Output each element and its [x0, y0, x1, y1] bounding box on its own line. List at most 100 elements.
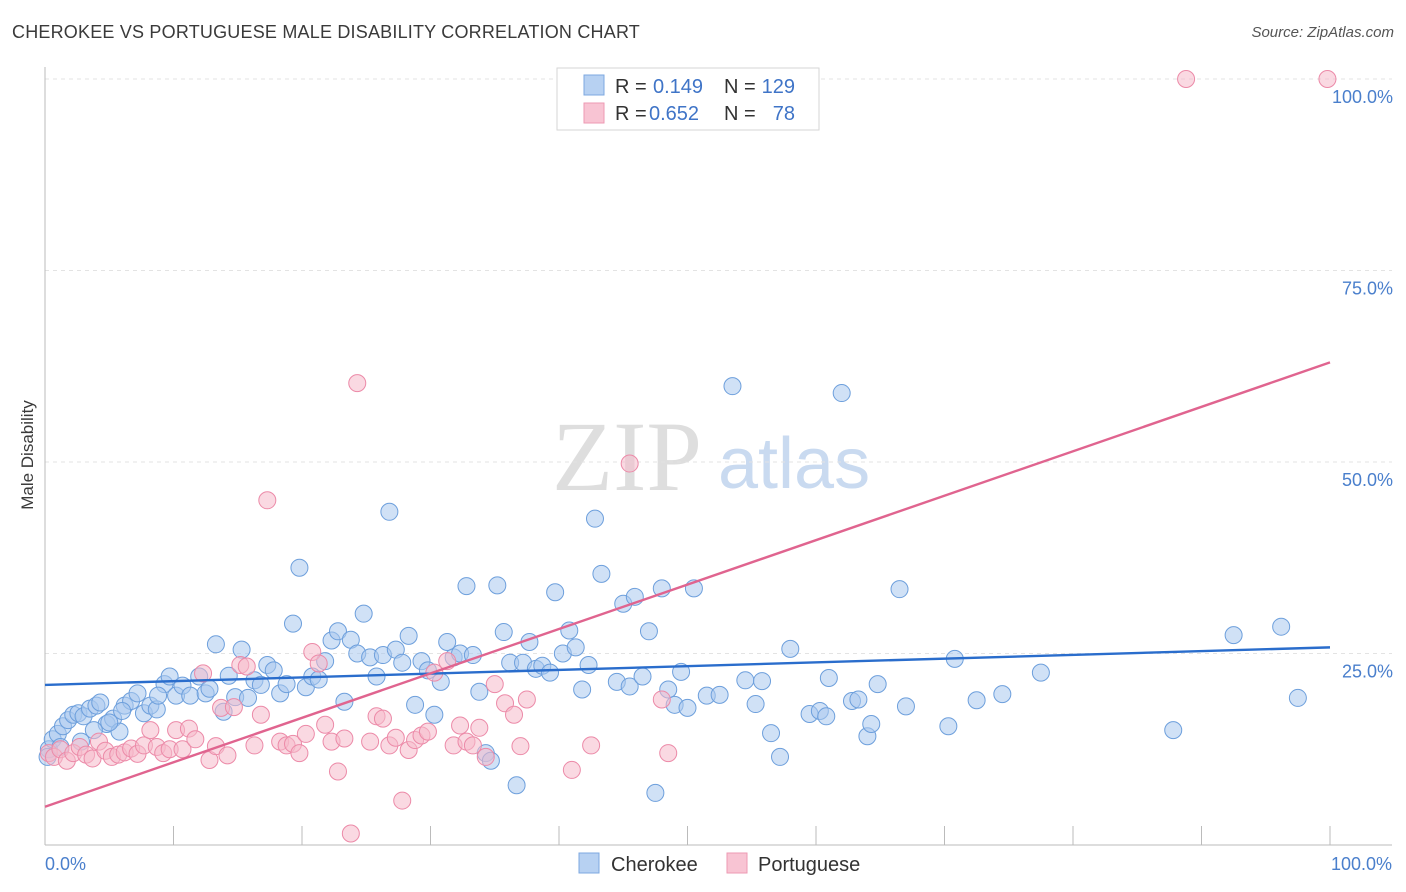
portuguese-point	[451, 716, 470, 735]
bottom-legend-label-cherokee: Cherokee	[611, 854, 698, 876]
y-tick-label: 75.0%	[1342, 279, 1393, 299]
cherokee-point	[746, 695, 765, 714]
cherokee-point	[100, 713, 119, 732]
y-tick-label: 25.0%	[1342, 662, 1393, 682]
cherokee-point	[309, 670, 328, 689]
cherokee-point	[541, 663, 560, 682]
bottom-legend-swatch-cherokee	[578, 852, 600, 874]
cherokee-point	[849, 690, 868, 709]
portuguese-point	[659, 744, 678, 763]
cherokee-point	[710, 685, 729, 704]
cherokee-point	[399, 626, 418, 645]
cherokee-point	[264, 661, 283, 680]
portuguese-point	[251, 705, 270, 724]
cherokee-point	[290, 558, 309, 577]
portuguese-point	[194, 664, 213, 683]
cherokee-point	[896, 697, 915, 716]
portuguese-point	[290, 744, 309, 763]
cherokee-point	[113, 701, 132, 720]
cherokee-point	[967, 691, 986, 710]
portuguese-point	[1318, 70, 1337, 88]
portuguese-point	[386, 728, 405, 747]
portuguese-point	[463, 736, 482, 755]
legend-r-label-cherokee: R =	[615, 76, 647, 98]
cherokee-point	[1288, 688, 1307, 707]
portuguese-point	[309, 654, 328, 673]
cherokee-point	[566, 638, 585, 657]
cherokee-point	[251, 675, 270, 694]
cherokee-point	[380, 502, 399, 521]
cherokee-point	[354, 604, 373, 623]
cherokee-point	[393, 653, 412, 672]
x-ticks	[44, 826, 1331, 845]
source-label: Source: ZipAtlas.com	[1251, 24, 1394, 41]
cherokee-point	[507, 776, 526, 795]
cherokee-point	[579, 655, 598, 674]
portuguese-point	[296, 724, 315, 743]
portuguese-point	[470, 718, 489, 737]
cherokee-point	[200, 679, 219, 698]
portuguese-point	[237, 657, 256, 676]
portuguese-point	[418, 722, 437, 741]
cherokee-point	[284, 614, 303, 633]
cherokee-point	[91, 693, 110, 712]
cherokee-point	[639, 622, 658, 641]
cherokee-point	[620, 677, 639, 696]
axes	[44, 67, 1392, 846]
watermark-atlas: atlas	[718, 424, 870, 504]
cherokee-point	[1224, 626, 1243, 645]
gridlines	[45, 78, 1392, 654]
portuguese-trendline	[44, 361, 1331, 808]
portuguese-point	[361, 732, 380, 751]
cherokee-point	[470, 682, 489, 701]
cherokee-point	[771, 747, 790, 766]
cherokee-point	[633, 667, 652, 686]
cherokee-point	[206, 635, 225, 654]
portuguese-point	[562, 760, 581, 779]
portuguese-point	[173, 740, 192, 759]
portuguese-point	[476, 747, 495, 766]
portuguese-point	[258, 491, 277, 510]
chart-title: CHEROKEE VS PORTUGUESE MALE DISABILITY C…	[12, 22, 641, 42]
cherokee-point	[335, 692, 354, 711]
portuguese-point	[218, 746, 237, 765]
cherokee-point	[646, 783, 665, 802]
cherokee-point	[573, 680, 592, 699]
cherokee-point	[1031, 663, 1050, 682]
legend-r-label-portuguese: R =	[615, 103, 647, 125]
cherokee-points	[38, 377, 1307, 802]
x-tick-label-max: 100.0%	[1331, 854, 1392, 874]
cherokee-point	[546, 583, 565, 602]
bottom-legend: Cherokee Portuguese	[578, 852, 860, 876]
portuguese-point	[141, 721, 160, 740]
cherokee-point	[232, 640, 251, 659]
cherokee-point	[239, 688, 258, 707]
portuguese-point	[335, 729, 354, 748]
portuguese-point	[485, 675, 504, 694]
cherokee-point	[128, 684, 147, 703]
y-tick-labels: 25.0% 50.0% 75.0% 100.0%	[1332, 87, 1393, 682]
cherokee-point	[736, 671, 755, 690]
y-tick-label: 100.0%	[1332, 87, 1393, 107]
cherokee-point	[781, 639, 800, 658]
legend: R = 0.149 N = 129 R = 0.652 N = 78	[556, 67, 820, 131]
trendlines	[44, 361, 1331, 808]
cherokee-point	[181, 686, 200, 705]
cherokee-point	[868, 675, 887, 694]
portuguese-point	[505, 705, 524, 724]
portuguese-point	[316, 715, 335, 734]
legend-n-value-cherokee: 129	[762, 76, 795, 98]
cherokee-point	[149, 686, 168, 705]
cherokee-point	[592, 564, 611, 583]
cherokee-point	[277, 675, 296, 694]
legend-n-label-cherokee: N =	[724, 76, 756, 98]
cherokee-point	[993, 685, 1012, 704]
cherokee-point	[832, 384, 851, 403]
portuguese-point	[511, 737, 530, 756]
bottom-legend-label-portuguese: Portuguese	[758, 854, 860, 876]
portuguese-point	[224, 698, 243, 717]
cherokee-point	[1272, 617, 1291, 636]
cherokee-point	[678, 698, 697, 717]
y-axis-label: Male Disability	[18, 400, 37, 510]
y-tick-label: 50.0%	[1342, 470, 1393, 490]
